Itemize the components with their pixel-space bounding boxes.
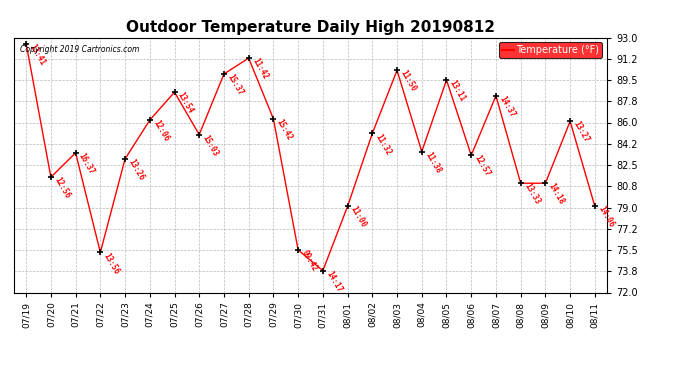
Text: 15:03: 15:03 — [201, 133, 220, 158]
Title: Outdoor Temperature Daily High 20190812: Outdoor Temperature Daily High 20190812 — [126, 20, 495, 35]
Text: 11:42: 11:42 — [250, 57, 269, 81]
Text: 14:06: 14:06 — [596, 205, 615, 230]
Legend: Temperature (°F): Temperature (°F) — [499, 42, 602, 58]
Text: 13:27: 13:27 — [571, 120, 591, 144]
Text: 11:32: 11:32 — [374, 132, 393, 157]
Text: 11:38: 11:38 — [423, 150, 442, 175]
Text: 16:37: 16:37 — [77, 152, 97, 176]
Text: 11:00: 11:00 — [349, 205, 368, 230]
Text: 13:54: 13:54 — [176, 91, 195, 115]
Text: 14:18: 14:18 — [546, 182, 566, 206]
Text: 14:17: 14:17 — [324, 269, 344, 294]
Text: 11:50: 11:50 — [398, 69, 417, 93]
Text: 15:42: 15:42 — [275, 117, 294, 142]
Text: 12:57: 12:57 — [473, 154, 492, 178]
Text: 09:42: 09:42 — [299, 249, 319, 273]
Text: 12:06: 12:06 — [151, 118, 170, 143]
Text: 13:11: 13:11 — [448, 79, 467, 103]
Text: 14:37: 14:37 — [497, 94, 517, 119]
Text: 13:56: 13:56 — [101, 251, 121, 276]
Text: 13:26: 13:26 — [126, 158, 146, 182]
Text: 15:37: 15:37 — [226, 72, 245, 97]
Text: 13:41: 13:41 — [28, 42, 47, 67]
Text: 13:33: 13:33 — [522, 182, 542, 206]
Text: 12:56: 12:56 — [52, 176, 72, 200]
Text: Copyright 2019 Cartronics.com: Copyright 2019 Cartronics.com — [20, 45, 139, 54]
